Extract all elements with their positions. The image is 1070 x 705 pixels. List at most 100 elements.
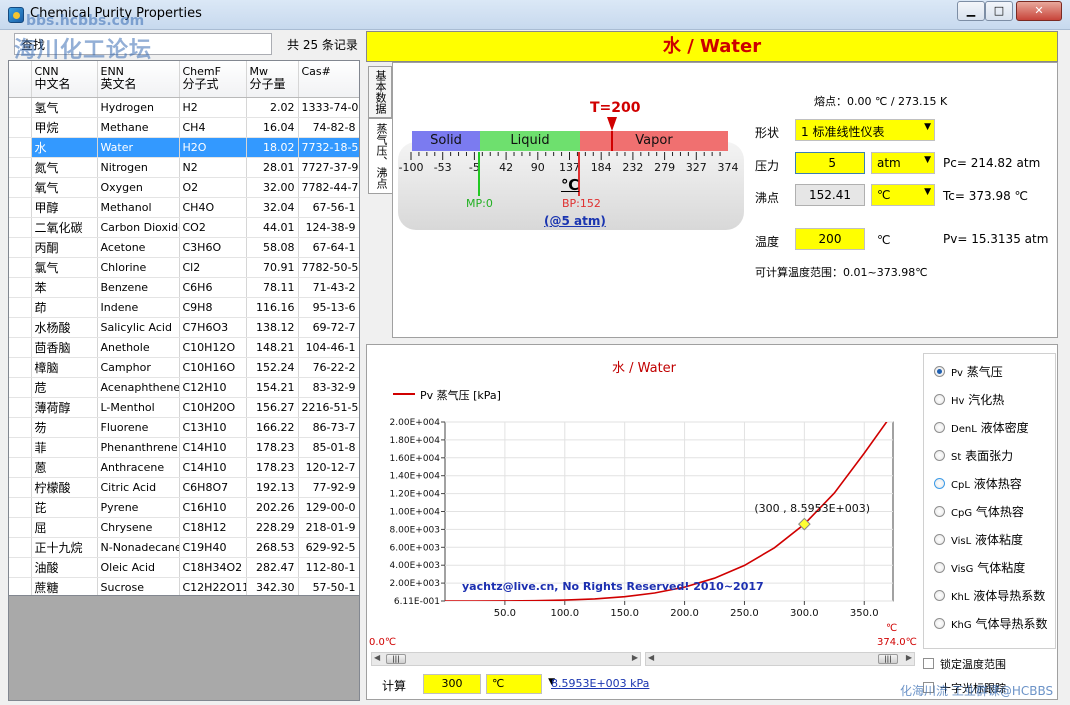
row-selector[interactable] bbox=[9, 197, 32, 218]
table-row[interactable]: 氢气 Hydrogen H2 2.02 1333-74-0 bbox=[9, 97, 359, 118]
arrow-left-icon[interactable]: ◀ bbox=[374, 653, 381, 662]
row-selector[interactable] bbox=[9, 317, 32, 338]
maximize-button[interactable]: □ bbox=[985, 1, 1013, 21]
column-header[interactable]: CNN 中文名 bbox=[31, 61, 98, 98]
table-row[interactable]: 氧气 Oxygen O2 32.00 7782-44-7 bbox=[9, 177, 359, 198]
row-selector[interactable] bbox=[9, 377, 32, 398]
row-selector[interactable] bbox=[9, 157, 32, 178]
row-selector[interactable] bbox=[9, 277, 32, 298]
table-cell: 氮气 bbox=[31, 157, 98, 178]
row-selector[interactable] bbox=[9, 477, 32, 498]
minimize-button[interactable]: ▁ bbox=[957, 1, 985, 21]
boiling-unit-select[interactable]: ℃ ▼ bbox=[871, 184, 935, 206]
property-option-denl[interactable]: DenL 液体密度 bbox=[934, 419, 1029, 436]
row-selector[interactable] bbox=[9, 177, 32, 198]
vapor-pressure-chart[interactable]: 6.11E-001 2.00E+003 4.00E+003 6.00E+003 8.00… bbox=[368, 410, 908, 638]
row-selector[interactable] bbox=[9, 217, 32, 238]
calc-result-link[interactable]: 8.5953E+003 kPa bbox=[551, 677, 650, 690]
range-max-scrollbar[interactable]: ◀ ||| ▶ bbox=[645, 652, 915, 666]
cursor-tracking-checkbox[interactable]: 十字光标跟踪 bbox=[923, 680, 1006, 696]
row-selector[interactable] bbox=[9, 437, 32, 458]
table-row[interactable]: 柠檬酸 Citric Acid C6H8O7 192.13 77-92-9 bbox=[9, 477, 359, 498]
table-row[interactable]: 芘 Pyrene C16H10 202.26 129-00-0 bbox=[9, 497, 359, 518]
calc-temperature-input[interactable]: 300 bbox=[423, 674, 481, 694]
property-option-khg[interactable]: KhG 气体导热系数 bbox=[934, 615, 1048, 632]
row-selector[interactable] bbox=[9, 237, 32, 258]
property-option-hv[interactable]: Hv 汽化热 bbox=[934, 391, 1004, 408]
column-header[interactable]: ENN 英文名 bbox=[97, 61, 180, 98]
column-header[interactable]: ChemF 分子式 bbox=[179, 61, 247, 98]
property-option-cpl[interactable]: CpL 液体热容 bbox=[934, 475, 1022, 492]
table-cell: 芴 bbox=[31, 417, 98, 438]
table-row[interactable]: 甲醇 Methanol CH4O 32.04 67-56-1 bbox=[9, 197, 359, 218]
row-selector[interactable] bbox=[9, 577, 32, 595]
table-row[interactable]: 水 Water H2O 18.02 7732-18-5 bbox=[9, 137, 359, 158]
property-option-st[interactable]: St 表面张力 bbox=[934, 447, 1013, 464]
row-selector[interactable] bbox=[9, 137, 32, 158]
gauge-style-select[interactable]: 1 标准线性仪表 ▼ bbox=[795, 119, 935, 141]
property-label: 液体导热系数 bbox=[973, 589, 1046, 603]
row-selector[interactable] bbox=[9, 257, 32, 278]
arrow-left-icon[interactable]: ◀ bbox=[648, 653, 655, 662]
table-row[interactable]: 丙酮 Acetone C3H6O 58.08 67-64-1 bbox=[9, 237, 359, 258]
scroll-thumb[interactable]: ||| bbox=[386, 654, 406, 664]
table-row[interactable]: 芴 Fluorene C13H10 166.22 86-73-7 bbox=[9, 417, 359, 438]
scroll-thumb[interactable]: ||| bbox=[878, 654, 898, 664]
row-selector[interactable] bbox=[9, 97, 32, 118]
row-selector[interactable] bbox=[9, 117, 32, 138]
row-selector[interactable] bbox=[9, 457, 32, 478]
table-row[interactable]: 氮气 Nitrogen N2 28.01 7727-37-9 bbox=[9, 157, 359, 178]
row-selector[interactable] bbox=[9, 517, 32, 538]
pressure-input[interactable]: 5 bbox=[795, 152, 865, 174]
table-row[interactable]: 茴香脑 Anethole C10H12O 148.21 104-46-1 bbox=[9, 337, 359, 358]
row-selector[interactable] bbox=[9, 537, 32, 558]
property-option-khl[interactable]: KhL 液体导热系数 bbox=[934, 587, 1045, 604]
row-selector[interactable] bbox=[9, 337, 32, 358]
watermark-site: bbs.hcbbs.com bbox=[26, 13, 145, 29]
row-selector[interactable] bbox=[9, 297, 32, 318]
table-cell: 7732-18-5 bbox=[298, 137, 359, 158]
table-row[interactable]: 二氧化碳 Carbon Dioxide CO2 44.01 124-38-9 bbox=[9, 217, 359, 238]
table-row[interactable]: 蒽 Anthracene C14H10 178.23 120-12-7 bbox=[9, 457, 359, 478]
row-selector[interactable] bbox=[9, 397, 32, 418]
table-row[interactable]: 苯 Benzene C6H6 78.11 71-43-2 bbox=[9, 277, 359, 298]
table-row[interactable]: 茚 Indene C9H8 116.16 95-13-6 bbox=[9, 297, 359, 318]
calc-unit-select[interactable]: ℃ ▼ bbox=[486, 674, 555, 694]
row-selector[interactable] bbox=[9, 417, 32, 438]
property-option-cpg[interactable]: CpG 气体热容 bbox=[934, 503, 1024, 520]
table-row[interactable]: 薄荷醇 L-Menthol C10H20O 156.27 2216-51-5 bbox=[9, 397, 359, 418]
table-row[interactable]: 屈 Chrysene C18H12 228.29 218-01-9 bbox=[9, 517, 359, 538]
search-input[interactable] bbox=[14, 33, 272, 55]
temperature-input[interactable]: 200 bbox=[795, 228, 865, 250]
gauge-pressure-link[interactable]: (@5 atm) bbox=[544, 214, 606, 228]
column-header[interactable]: Cas# bbox=[298, 61, 359, 98]
table-row[interactable]: 正十九烷 N-Nonadecane C19H40 268.53 629-92-5 bbox=[9, 537, 359, 558]
table-row[interactable]: 氯气 Chlorine Cl2 70.91 7782-50-5 bbox=[9, 257, 359, 278]
row-selector[interactable] bbox=[9, 497, 32, 518]
table-row[interactable]: 油酸 Oleic Acid C18H34O2 282.47 112-80-1 bbox=[9, 557, 359, 578]
property-option-pv[interactable]: Pv 蒸气压 bbox=[934, 363, 1003, 380]
table-row[interactable]: 樟脑 Camphor C10H16O 152.24 76-22-2 bbox=[9, 357, 359, 378]
column-header[interactable]: Mw 分子量 bbox=[246, 61, 299, 98]
tab-vapor-pressure[interactable]: 蒸气压、沸点 bbox=[368, 118, 392, 194]
table-row[interactable]: 苊 Acenaphthene C12H10 154.21 83-32-9 bbox=[9, 377, 359, 398]
table-cell: Methanol bbox=[97, 197, 180, 218]
compound-table[interactable]: CNN 中文名 ENN 英文名 ChemF 分子式 Mw 分子量 Cas# 氢气 Hydrogen… bbox=[8, 60, 360, 596]
row-selector[interactable] bbox=[9, 557, 32, 578]
temperature-pointer-icon[interactable] bbox=[607, 117, 617, 131]
table-row[interactable]: 甲烷 Methane CH4 16.04 74-82-8 bbox=[9, 117, 359, 138]
close-button[interactable]: ✕ bbox=[1016, 1, 1062, 21]
property-option-visl[interactable]: VisL 液体粘度 bbox=[934, 531, 1023, 548]
row-selector[interactable] bbox=[9, 357, 32, 378]
table-row[interactable]: 蔗糖 Sucrose C12H22O11 342.30 57-50-1 bbox=[9, 577, 359, 595]
arrow-right-icon[interactable]: ▶ bbox=[905, 653, 912, 662]
property-option-visg[interactable]: VisG 气体粘度 bbox=[934, 559, 1025, 576]
range-min-scrollbar[interactable]: ◀ ||| ▶ bbox=[371, 652, 641, 666]
table-cell: 120-12-7 bbox=[298, 457, 359, 478]
lock-range-checkbox[interactable]: 锁定温度范围 bbox=[923, 656, 1006, 672]
pressure-unit-select[interactable]: atm ▼ bbox=[871, 152, 935, 174]
table-row[interactable]: 菲 Phenanthrene C14H10 178.23 85-01-8 bbox=[9, 437, 359, 458]
tab-basic-data[interactable]: 基本数据 bbox=[368, 66, 392, 118]
arrow-right-icon[interactable]: ▶ bbox=[631, 653, 638, 662]
table-row[interactable]: 水杨酸 Salicylic Acid C7H6O3 138.12 69-72-7 bbox=[9, 317, 359, 338]
